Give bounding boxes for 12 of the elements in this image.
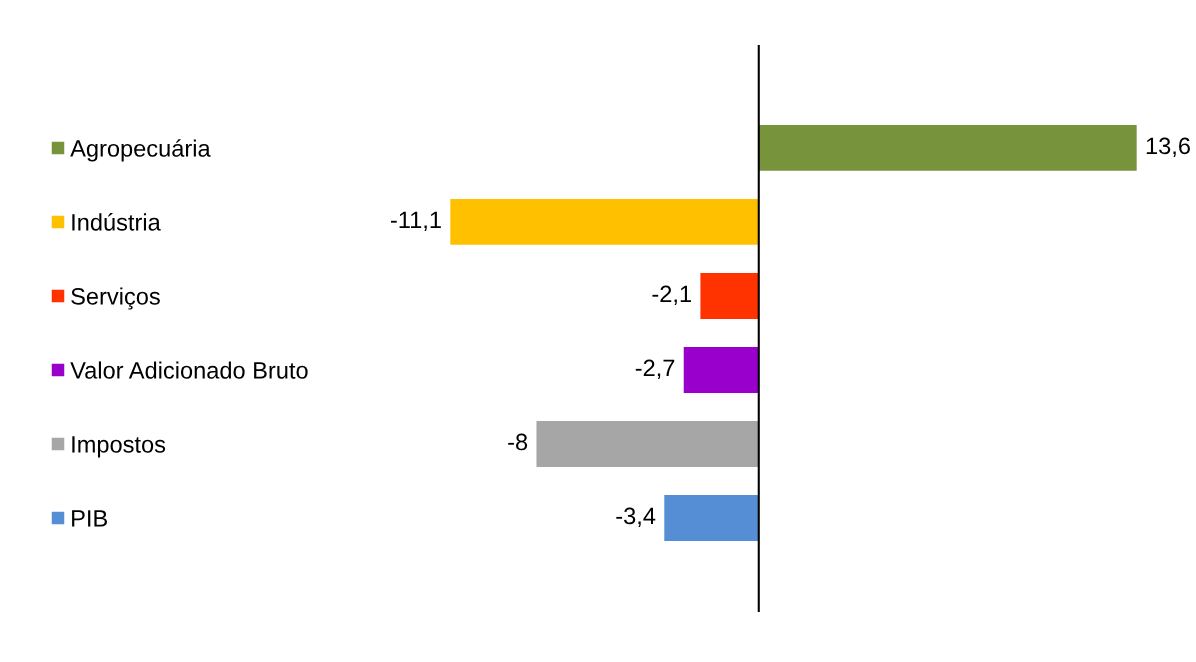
- y-tick-label: Indústria: [72, 213, 161, 231]
- y-tick-label: Agropecuária: [70, 139, 211, 162]
- y-tick-label: Serviços: [71, 287, 160, 310]
- y-tick-label: PIB: [72, 510, 107, 527]
- data-label: 13,6: [1146, 137, 1190, 158]
- data-label: -2,1: [652, 285, 691, 306]
- data-label: -11,1: [390, 211, 441, 232]
- y-tick-label: Valor Adicionado Bruto: [70, 361, 308, 379]
- data-label: -8: [508, 433, 528, 451]
- y-tick-label: Impostos: [72, 436, 166, 458]
- data-label: -2,7: [635, 359, 675, 380]
- data-label: -3,4: [616, 507, 656, 528]
